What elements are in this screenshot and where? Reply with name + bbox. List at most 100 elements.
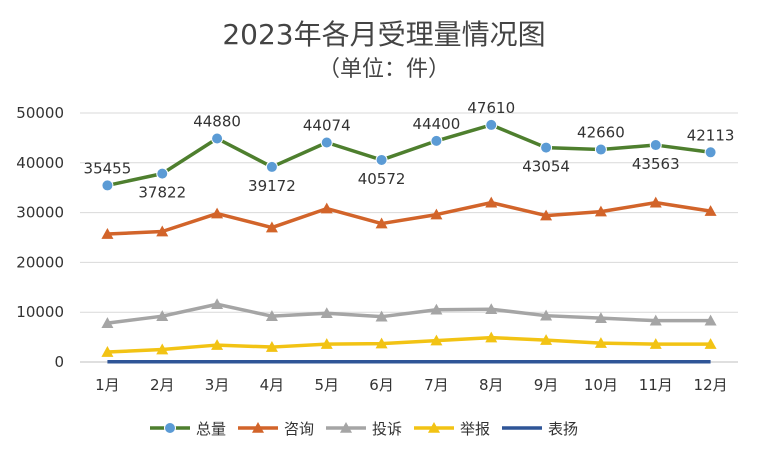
data-point (704, 205, 717, 216)
data-point (156, 167, 169, 180)
legend-marker (340, 422, 352, 433)
legend-marker (428, 422, 440, 433)
data-point (156, 343, 169, 355)
data-point (430, 334, 443, 346)
y-tick-label: 40000 (16, 154, 64, 172)
x-tick-label: 11月 (639, 376, 673, 394)
series-line (107, 302, 711, 325)
data-point (320, 202, 333, 214)
data-point (704, 146, 717, 159)
chart-title: 2023年各月受理量情况图 (222, 18, 545, 51)
data-point (375, 153, 388, 166)
x-tick-label: 1月 (95, 376, 120, 394)
series-举报 (101, 331, 717, 357)
legend-item: 总量 (150, 420, 226, 438)
data-point (485, 331, 498, 343)
data-point (265, 341, 278, 352)
data-point (704, 314, 717, 326)
data-labels: 35455 37822 44880 39172 44074 40572 44400 47610… (84, 99, 735, 202)
data-point (540, 141, 553, 154)
data-point (156, 310, 169, 321)
legend-item: 举报 (414, 420, 490, 438)
x-tick-label: 10月 (584, 376, 618, 394)
data-point (649, 196, 662, 208)
legend-item: 投诉 (326, 420, 402, 438)
data-label: 43054 (522, 158, 570, 176)
x-tick-label: 5月 (314, 376, 339, 394)
legend-label: 表扬 (548, 420, 578, 438)
data-point (649, 314, 662, 326)
data-point (211, 298, 224, 310)
y-axis: 0 10000 20000 30000 40000 50000 (16, 104, 64, 371)
data-point (594, 143, 607, 156)
chart-subtitle: （单位：件） (318, 57, 450, 82)
data-point (594, 337, 607, 348)
x-tick-label: 4月 (260, 376, 285, 394)
data-point (265, 160, 278, 173)
data-point (540, 309, 553, 321)
series-咨询 (101, 196, 717, 239)
data-point (375, 310, 388, 322)
data-label: 43563 (632, 155, 680, 173)
y-tick-label: 0 (54, 353, 64, 371)
data-point (320, 338, 333, 349)
data-label: 40572 (358, 170, 406, 188)
data-point (430, 303, 443, 315)
data-point (485, 118, 498, 131)
data-label: 44074 (303, 117, 351, 135)
data-point (101, 317, 114, 328)
series-投诉 (101, 298, 717, 328)
data-point (211, 207, 224, 219)
data-point (649, 139, 662, 152)
data-point (101, 179, 114, 192)
legend-item: 表扬 (502, 420, 578, 438)
data-point (540, 334, 553, 345)
data-point (485, 303, 498, 315)
x-tick-label: 3月 (205, 376, 230, 394)
y-tick-label: 10000 (16, 303, 64, 321)
legend: 总量 咨询 投诉 举报 表扬 (150, 420, 578, 438)
legend-label: 总量 (196, 420, 226, 438)
data-point (265, 310, 278, 321)
data-point (594, 312, 607, 323)
y-tick-label: 30000 (16, 204, 64, 222)
x-axis: 1月 2月 3月 4月 5月 6月 7月 8月 9月 10月 11月 12月 (95, 376, 727, 394)
series-line (107, 335, 711, 354)
x-tick-label: 8月 (479, 376, 504, 394)
y-tick-label: 50000 (16, 104, 64, 122)
data-point (156, 225, 169, 237)
data-label: 44880 (193, 112, 241, 130)
x-tick-label: 7月 (424, 376, 449, 394)
legend-marker (252, 422, 264, 433)
series-line (107, 200, 711, 236)
x-tick-label: 6月 (369, 376, 394, 394)
data-point (375, 217, 388, 229)
data-point (485, 196, 498, 208)
x-tick-label: 2月 (150, 376, 175, 394)
data-label: 47610 (467, 99, 515, 117)
data-point (430, 134, 443, 147)
series-line (107, 123, 711, 188)
legend-marker (164, 422, 176, 434)
data-label: 35455 (84, 159, 132, 177)
data-label: 42660 (577, 124, 625, 142)
y-tick-label: 20000 (16, 253, 64, 271)
legend-label: 举报 (460, 420, 490, 438)
x-tick-label: 12月 (694, 376, 728, 394)
data-point (704, 338, 717, 349)
data-point (265, 221, 278, 233)
data-point (211, 339, 224, 350)
data-point (649, 338, 662, 349)
legend-label: 投诉 (372, 420, 402, 438)
series-lines (101, 118, 717, 364)
data-point (211, 132, 224, 145)
data-point (375, 337, 388, 349)
data-label: 39172 (248, 177, 296, 195)
data-point (594, 205, 607, 217)
x-tick-label: 9月 (534, 376, 559, 394)
data-point (320, 136, 333, 149)
data-point (101, 228, 114, 239)
data-point (101, 346, 114, 357)
data-label: 42113 (687, 126, 735, 144)
